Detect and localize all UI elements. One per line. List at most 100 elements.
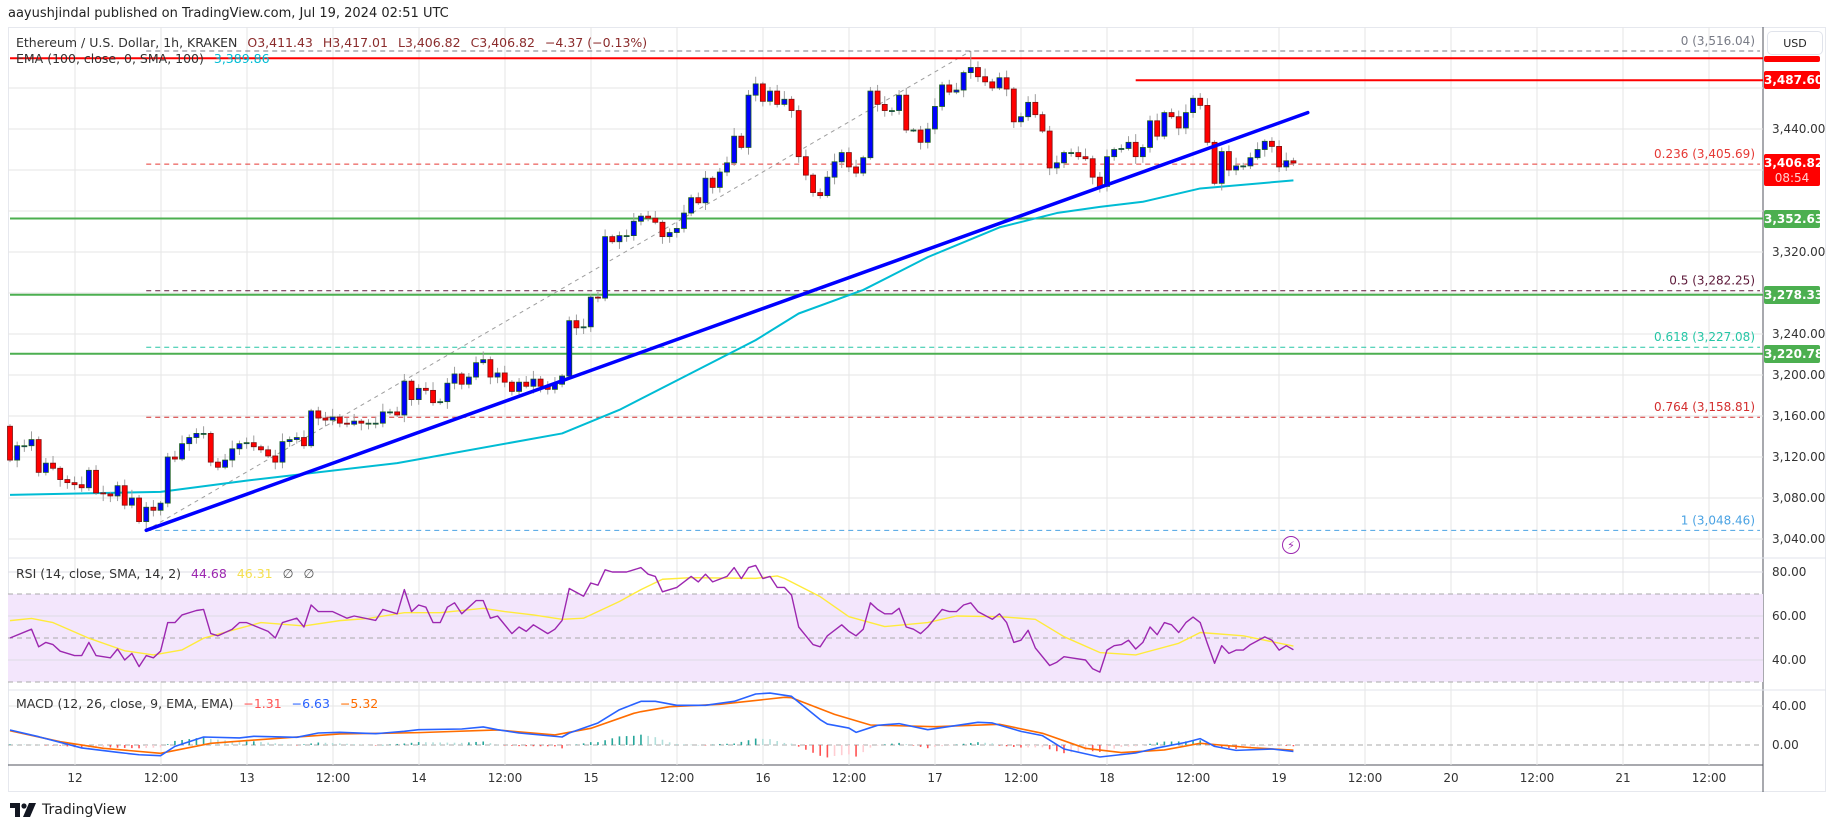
candle-up: [1254, 149, 1261, 159]
macd-hist-value: −1.31: [243, 696, 282, 711]
symbol-title[interactable]: Ethereum / U.S. Dollar, 1h, KRAKEN: [16, 35, 238, 50]
macd-histogram-bar: [833, 745, 836, 756]
macd-histogram-bar: [668, 742, 671, 745]
candle-up: [580, 326, 587, 329]
macd-histogram-bar: [632, 735, 635, 745]
macd-histogram-bar: [819, 745, 822, 756]
candle-down: [810, 174, 816, 193]
candle-up: [279, 441, 286, 463]
rsi-legend[interactable]: RSI (14, close, SMA, 14, 2) 44.68 46.31 …: [16, 566, 314, 581]
bar-countdown: 08:54: [1774, 171, 1810, 185]
macd-histogram-bar: [174, 740, 176, 745]
macd-histogram-bar: [1149, 743, 1151, 745]
macd-histogram-bar: [80, 745, 83, 748]
time-axis-label: 19: [1271, 771, 1286, 785]
candle-up: [602, 236, 609, 299]
macd-legend[interactable]: MACD (12, 26, close, 9, EMA, EMA) −1.31 …: [16, 696, 378, 711]
macd-histogram-bar: [296, 745, 298, 746]
candle-down: [595, 296, 601, 299]
macd-histogram-bar: [460, 742, 463, 745]
lightning-icon[interactable]: ⚡: [1282, 536, 1300, 554]
candle-up: [1247, 157, 1254, 167]
macd-histogram-bar: [496, 744, 499, 746]
candle-up: [630, 220, 637, 236]
candle-down: [1046, 130, 1053, 169]
candle-up: [401, 380, 408, 416]
macd-histogram-bar: [59, 745, 61, 746]
time-axis-label: 12:00: [1004, 771, 1039, 785]
candle-up: [688, 197, 695, 214]
candle-down: [989, 81, 996, 89]
candle-up: [200, 433, 207, 435]
candle-down: [1003, 77, 1010, 90]
macd-histogram-bar: [812, 745, 814, 753]
macd-histogram-bar: [231, 741, 234, 745]
time-axis-label: 12:00: [660, 771, 695, 785]
candle-up: [229, 448, 236, 461]
macd-histogram-bar: [1263, 745, 1266, 746]
macd-histogram-bar: [396, 743, 398, 745]
macd-histogram-bar: [109, 745, 112, 748]
time-axis-label: 18: [1099, 771, 1114, 785]
macd-histogram-bar: [733, 743, 735, 745]
candle-up: [960, 72, 967, 91]
fib-trend-line: [145, 50, 972, 531]
currency-button[interactable]: USD: [1767, 31, 1823, 55]
price-axis-label: 3,120.00: [1772, 450, 1825, 464]
time-axis-label: 12:00: [1176, 771, 1211, 785]
macd-histogram-bar: [991, 743, 994, 745]
candle-up: [889, 110, 895, 112]
ema-legend[interactable]: EMA (100, close, 0, SMA, 100) 3,389.86: [16, 51, 270, 66]
candle-up: [910, 129, 917, 132]
macd-histogram-bar: [1134, 745, 1137, 747]
macd-histogram-bar: [790, 743, 793, 745]
tradingview-logo[interactable]: TradingView: [10, 802, 127, 818]
macd-histogram-bar: [589, 742, 592, 745]
price-tag-value: 3,220.78: [1764, 346, 1824, 361]
macd-histogram-bar: [267, 742, 269, 745]
macd-histogram-bar: [862, 745, 865, 753]
macd-histogram-bar: [891, 743, 893, 745]
candle-down: [301, 437, 307, 447]
candle-up: [896, 94, 902, 111]
macd-histogram-bar: [661, 739, 664, 745]
macd-histogram-bar: [525, 745, 528, 747]
macd-histogram-bar: [762, 738, 764, 745]
rsi-line: [9, 564, 1294, 673]
candle-up: [1053, 162, 1060, 169]
macd-histogram-bar: [532, 745, 535, 747]
candle-down: [250, 442, 257, 448]
candle-down: [537, 378, 544, 387]
macd-axis-label: 40.00: [1772, 699, 1806, 713]
candle-up: [824, 176, 831, 197]
candle-up: [967, 67, 974, 74]
candle-up: [308, 410, 315, 447]
candle-down: [788, 98, 795, 111]
macd-histogram-bar: [288, 744, 291, 746]
candle-down: [408, 380, 415, 400]
macd-histogram-bar: [912, 745, 915, 746]
macd-histogram-bar: [697, 744, 700, 746]
price-axis-label: 3,040.00: [1772, 532, 1825, 546]
candle-down: [7, 425, 13, 461]
macd-histogram-bar: [546, 745, 549, 747]
candle-up: [85, 469, 92, 489]
candle-up: [638, 215, 644, 222]
macd-histogram-bar: [955, 744, 958, 746]
candle-up: [494, 372, 501, 378]
macd-histogram-bar: [1013, 745, 1015, 747]
price-tag-value: 3,487.60: [1764, 73, 1824, 88]
macd-histogram-bar: [919, 745, 922, 747]
candle-down: [508, 381, 515, 392]
candle-down: [1132, 141, 1139, 158]
candle-up: [745, 94, 752, 148]
candle-up: [157, 502, 164, 511]
macd-histogram-bar: [561, 745, 563, 749]
candle-up: [293, 437, 300, 440]
rsi-sma-value: 46.31: [236, 566, 273, 581]
publish-info: aayushjindal published on TradingView.co…: [8, 6, 449, 21]
macd-line: [9, 692, 1294, 758]
macd-histogram-bar: [826, 745, 829, 758]
macd-histogram-bar: [962, 743, 965, 745]
